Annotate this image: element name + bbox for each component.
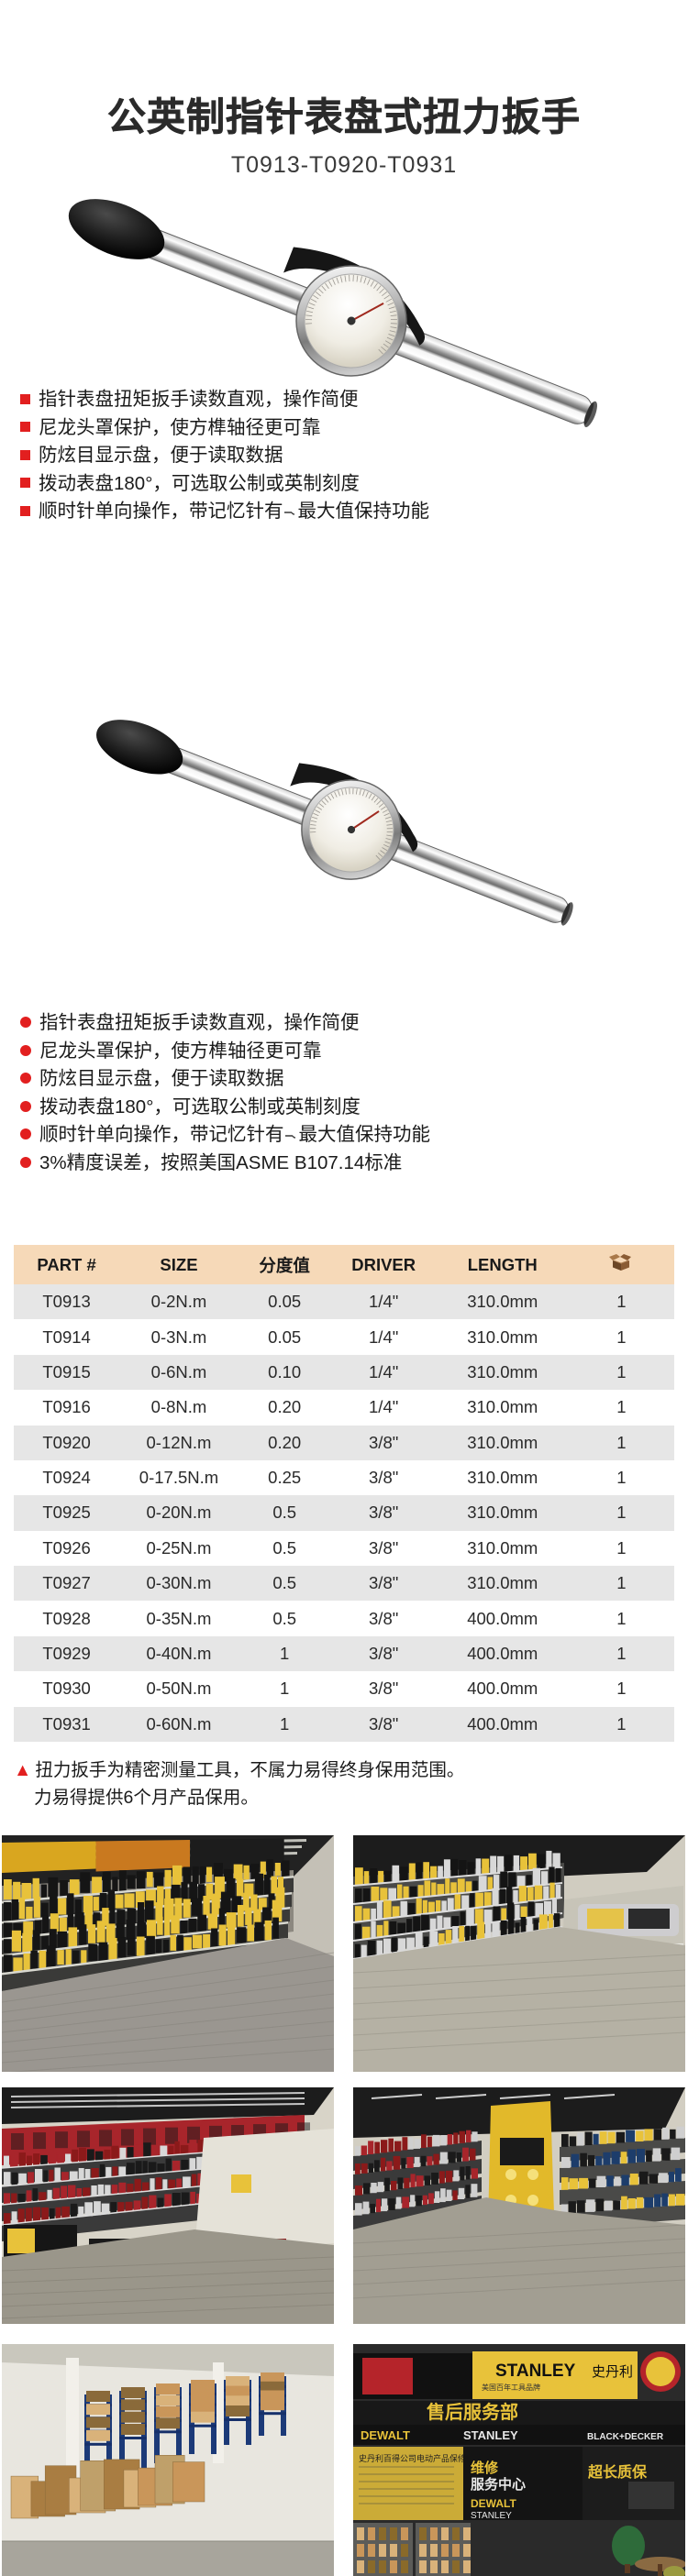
svg-text:美国百年工具品牌: 美国百年工具品牌 bbox=[482, 2383, 540, 2392]
svg-text:BLACK+DECKER: BLACK+DECKER bbox=[587, 2432, 664, 2442]
svg-text:DEWALT: DEWALT bbox=[361, 2428, 410, 2442]
svg-text:DEWALT: DEWALT bbox=[471, 2497, 516, 2510]
svg-text:STANLEY: STANLEY bbox=[463, 2428, 518, 2442]
svg-text:史丹利: 史丹利 bbox=[592, 2364, 633, 2380]
svg-text:STANLEY: STANLEY bbox=[471, 2511, 512, 2521]
svg-text:超长质保: 超长质保 bbox=[587, 2463, 648, 2481]
svg-text:售后服务部: 售后服务部 bbox=[427, 2401, 518, 2423]
svg-text:服务中心: 服务中心 bbox=[471, 2476, 526, 2493]
svg-text:维修: 维修 bbox=[471, 2460, 499, 2476]
svg-text:STANLEY: STANLEY bbox=[495, 2361, 576, 2381]
